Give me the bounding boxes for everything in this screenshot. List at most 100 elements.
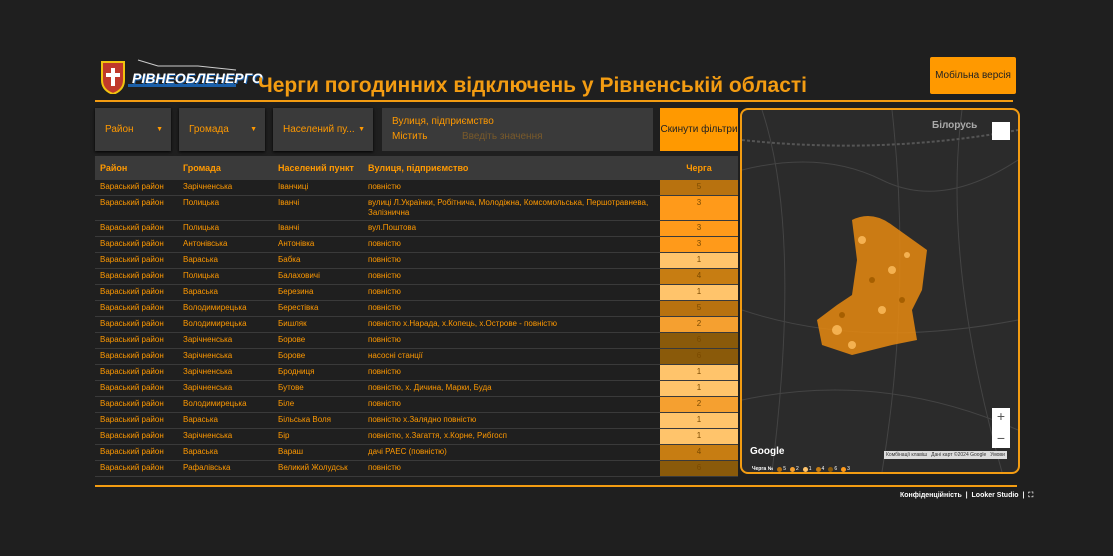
table-cell: Вараський район <box>95 364 178 381</box>
attribution: Дані карт ©2024 Google <box>931 452 987 458</box>
table-row[interactable]: Вараський район Полицька Іванчі вулиці Л.Ук… <box>95 195 738 221</box>
table-cell: Полицька <box>178 195 273 221</box>
table-row[interactable]: Вараський район Вараська Більська Воля повн… <box>95 412 738 429</box>
column-header[interactable]: Вулиця, підприємство <box>363 156 660 180</box>
logo <box>101 59 237 94</box>
filter-label: Район <box>105 124 134 135</box>
table-cell: Бишляк <box>273 316 363 333</box>
filter[interactable]: Населений пу... ▼ <box>273 108 373 151</box>
queue-cell: 3 <box>660 236 738 253</box>
table-row[interactable]: Вараський район Рафалівська Великий Жолудс… <box>95 460 738 477</box>
mobile-button[interactable]: Мобільна версія <box>930 57 1016 94</box>
table-row[interactable]: Вараський район Вараська Бабка повністю 1 <box>95 252 738 269</box>
svg-text:−: − <box>997 430 1005 446</box>
footer: Конфіденційність | Looker Studio | ⛶ <box>900 492 1034 499</box>
queue-cell: 6 <box>660 348 738 365</box>
table-row[interactable]: Вараський район Зарічненська Борове насосні… <box>95 348 738 365</box>
column-header[interactable]: Населений пункт <box>273 156 363 180</box>
column-header[interactable]: Район <box>95 156 178 180</box>
legend-label: 4 <box>821 466 825 472</box>
filter[interactable]: Район ▼ <box>95 108 171 151</box>
queue-cell: 5 <box>660 180 738 196</box>
table-cell: Вараський район <box>95 284 178 301</box>
legend-item: 4 <box>815 466 825 472</box>
legend-swatch <box>828 466 834 472</box>
table-cell: Вараський район <box>95 180 178 196</box>
svg-text:+: + <box>997 408 1005 424</box>
match-mode[interactable]: Містить <box>392 131 428 142</box>
table-cell: Більська Воля <box>273 412 363 429</box>
table-cell: насосні станції <box>363 348 660 365</box>
table-row[interactable]: Вараський район Антонівська Антонівка повні… <box>95 236 738 253</box>
map[interactable]: + − Білорусь Google Комбінації клавіш Да… <box>740 108 1020 474</box>
street-label: Вулиця, підприємство <box>392 116 494 127</box>
legend: Черга № 5 2 1 4 6 3 <box>752 466 850 472</box>
table-row[interactable]: Вараський район Зарічненська Іванчиці повні… <box>95 180 738 196</box>
brand-link[interactable]: Looker Studio <box>971 492 1019 499</box>
table-cell: Бродниця <box>273 364 363 381</box>
table-row[interactable]: Вараський район Зарічненська Бутове повніст… <box>95 380 738 397</box>
legend-item: 2 <box>789 466 799 472</box>
table-cell: Антонівка <box>273 236 363 253</box>
divider <box>95 485 1017 487</box>
queue-cell: 1 <box>660 412 738 429</box>
table-cell: Балаховичі <box>273 268 363 285</box>
table-row[interactable]: Вараський район Зарічненська Борове повніст… <box>95 332 738 349</box>
legend-label: 1 <box>808 466 812 472</box>
table-cell: повністю <box>363 300 660 317</box>
table-cell: Вараський район <box>95 380 178 397</box>
table-cell: Вараська <box>178 252 273 269</box>
legend-item: 6 <box>828 466 837 472</box>
table-cell: Бутове <box>273 380 363 397</box>
table-row[interactable]: Вараський район Володимирецька Бишляк повні… <box>95 316 738 333</box>
table-row[interactable]: Вараський район Полицька Іванчі вул.Поштова… <box>95 220 738 237</box>
table-cell: Вараська <box>178 284 273 301</box>
table-cell: Великий Жолудськ <box>273 460 363 477</box>
table-cell: Володимирецька <box>178 396 273 413</box>
legend-label: 5 <box>783 466 786 472</box>
reset-button[interactable]: Скинути фільтри <box>660 108 738 151</box>
table-cell: Вараський район <box>95 396 178 413</box>
table-cell: Вараський район <box>95 332 178 349</box>
table-row[interactable]: Вараський район Вараська Березина повністю 1 <box>95 284 738 301</box>
map-canvas: + − <box>742 110 1018 472</box>
divider <box>95 100 1013 102</box>
table-cell: повністю <box>363 284 660 301</box>
queue-cell: 2 <box>660 396 738 413</box>
table-cell: Вараський район <box>95 316 178 333</box>
map-brand: Google <box>750 446 785 457</box>
attribution[interactable]: Комбінації клавіш <box>886 452 928 458</box>
legend-swatch <box>841 466 847 472</box>
table-cell: повністю <box>363 236 660 253</box>
column-header[interactable]: Громада <box>178 156 273 180</box>
input-placeholder[interactable]: Введіть значення <box>462 131 543 142</box>
table-cell: повністю <box>363 332 660 349</box>
table-cell: повністю <box>363 180 660 196</box>
header-row: Район Громада Населений пункт Вулиця, підпр… <box>95 156 738 180</box>
legend-item: 1 <box>802 466 812 472</box>
table-row[interactable]: Вараський район Володимирецька Берестівка п… <box>95 300 738 317</box>
table-row[interactable]: Вараський район Володимирецька Біле повніст… <box>95 396 738 413</box>
table: Район Громада Населений пункт Вулиця, підпр… <box>95 156 738 477</box>
queue-cell: 6 <box>660 460 738 477</box>
table-cell: Бір <box>273 428 363 445</box>
table-cell: Іванчиці <box>273 180 363 196</box>
table-row[interactable]: Вараський район Вараська Вараш дачі РАЕС (п… <box>95 444 738 461</box>
table-cell: Вараський район <box>95 236 178 253</box>
legend-title: Черга № <box>752 466 774 472</box>
table-cell: Березина <box>273 284 363 301</box>
street-filter[interactable]: Вулиця, підприємство Містить Введіть зна… <box>382 108 653 151</box>
table-row[interactable]: Вараський район Зарічненська Бір повністю, … <box>95 428 738 445</box>
filter[interactable]: Громада ▼ <box>179 108 265 151</box>
privacy-link[interactable]: Конфіденційність <box>900 492 962 499</box>
table-cell: повністю х.Залядно повністю <box>363 412 660 429</box>
table-cell: Вараський район <box>95 220 178 237</box>
logo-text: РІВНЕОБЛЕНЕРГО <box>132 70 263 86</box>
attribution[interactable]: Умови <box>990 452 1005 458</box>
filter-label: Громада <box>189 124 229 135</box>
column-header[interactable]: Черга <box>660 156 738 180</box>
table-cell: Полицька <box>178 220 273 237</box>
legend-swatch <box>802 466 808 472</box>
table-row[interactable]: Вараський район Полицька Балаховичі повніст… <box>95 268 738 285</box>
table-row[interactable]: Вараський район Зарічненська Бродниця повні… <box>95 364 738 381</box>
